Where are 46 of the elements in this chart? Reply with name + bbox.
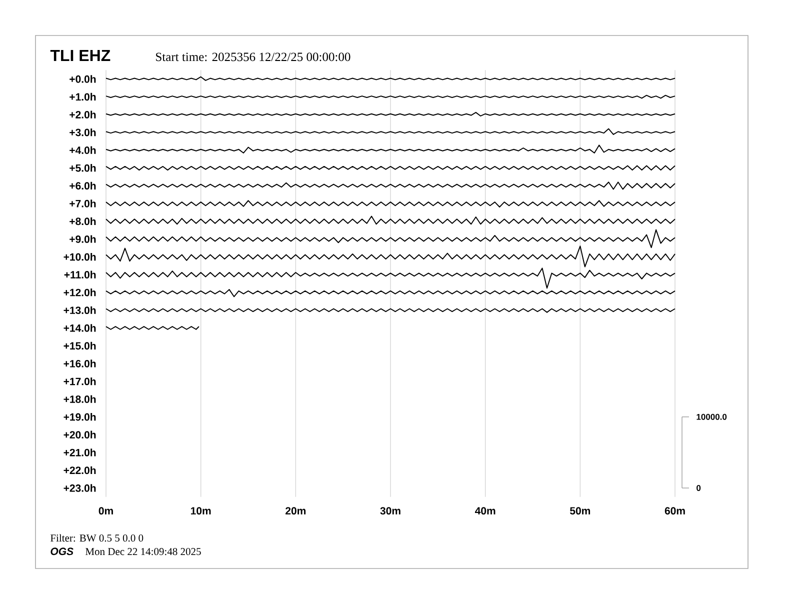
y-tick-label: +5.0h (70, 164, 96, 172)
y2-tick-label: 0 (696, 484, 701, 492)
y2-tick-label: 10000.0 (696, 414, 727, 420)
y-tick-label: +4.0h (70, 146, 96, 154)
chart-title: TLI EHZ (50, 50, 110, 61)
x-tick-label: 10m (190, 507, 211, 515)
y-tick-label: +20.0h (64, 430, 96, 439)
line-series (106, 216, 676, 225)
y-tick-label: +6.0h (70, 182, 96, 190)
line-series (106, 289, 676, 298)
x-tick-label: 0m (98, 507, 113, 515)
y-tick-label: +18.0h (64, 395, 96, 403)
text: Mon Dec 22 14:09:48 2025 (85, 548, 201, 556)
y-tick-label: +2.0h (70, 110, 96, 118)
y-tick-label: +1.0h (70, 92, 96, 101)
y-tick-label: +14.0h (64, 324, 96, 332)
y-tick-label: +16.0h (64, 360, 96, 368)
chart-subtitle: Start time: 2025356 12/22/25 00:00:00 (156, 52, 350, 62)
y-tick-label: +19.0h (64, 413, 96, 421)
x-tick-label: 60m (664, 507, 685, 515)
y-tick-label: +23.0h (64, 484, 96, 492)
y-tick-label: +12.0h (64, 288, 96, 296)
line-series (106, 144, 676, 154)
text: Filter: BW 0.5 5 0.0 0 (50, 534, 144, 542)
y-tick-label: +13.0h (64, 306, 96, 314)
y-tick-label: +3.0h (70, 128, 96, 136)
y-tick-label: +8.0h (70, 217, 96, 226)
x-tick-label: 40m (474, 507, 496, 515)
line-series (106, 229, 676, 248)
y-tick-label: +9.0h (70, 235, 96, 243)
text: OGS (50, 548, 74, 556)
y-tick-label: +15.0h (64, 342, 96, 350)
line-series (106, 268, 676, 289)
x-tick-label: 50m (570, 507, 590, 515)
y-tick-label: +7.0h (70, 200, 96, 208)
y-tick-label: +21.0h (64, 448, 96, 456)
y-tick-label: +0.0h (70, 75, 96, 83)
line-series (106, 182, 676, 190)
x-tick-label: 30m (380, 507, 400, 515)
x-tick-label: 20m (286, 507, 306, 515)
y-tick-label: +10.0h (64, 252, 96, 261)
y-tick-label: +11.0h (64, 270, 96, 278)
y-tick-label: +22.0h (64, 466, 96, 474)
y-tick-label: +17.0h (64, 377, 96, 386)
line-series (106, 246, 676, 268)
line-series (106, 200, 676, 208)
